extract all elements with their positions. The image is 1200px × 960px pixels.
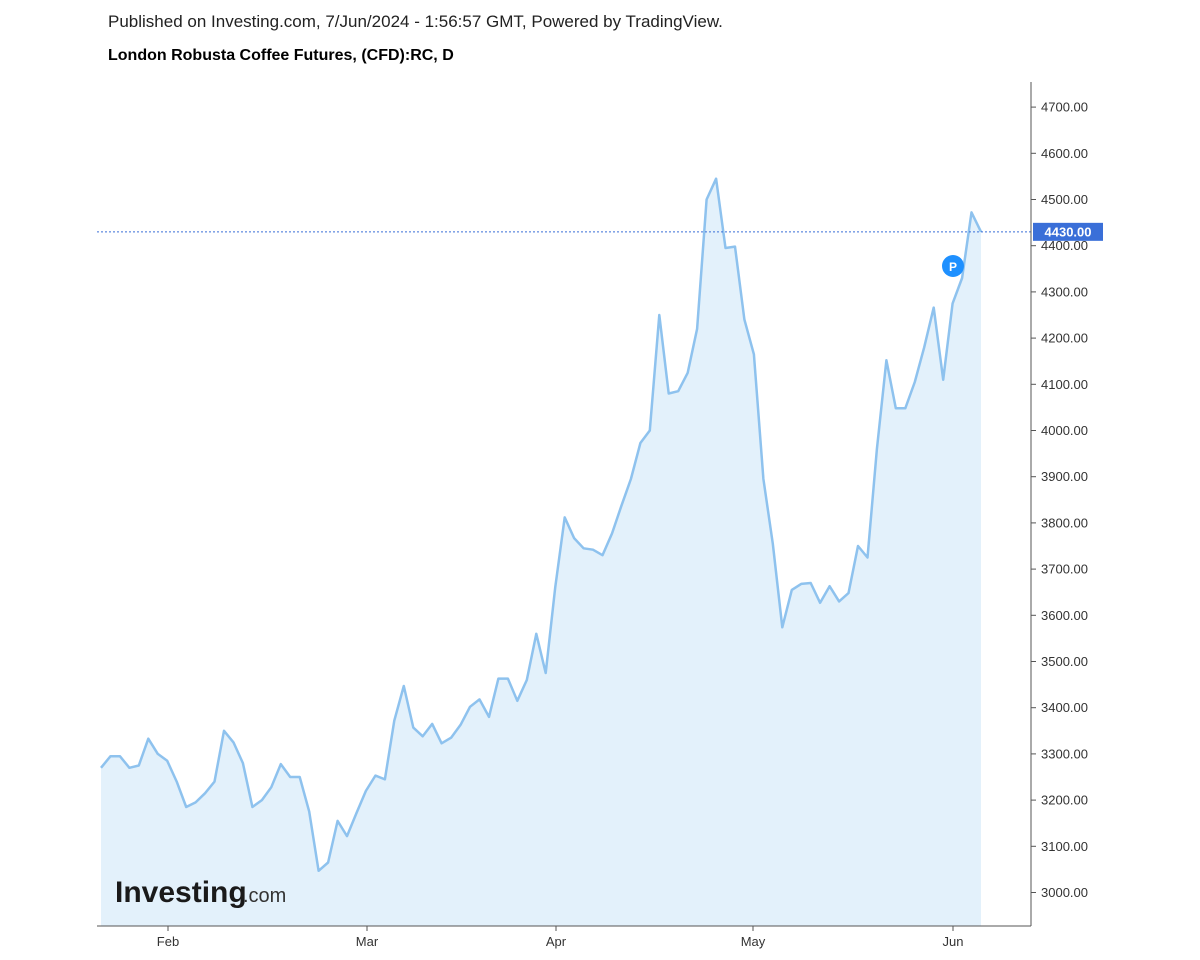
y-tick-label: 4100.00 bbox=[1041, 377, 1088, 392]
y-tick-label: 4400.00 bbox=[1041, 238, 1088, 253]
last-price-label: 4430.00 bbox=[1045, 224, 1092, 239]
y-tick-label: 3100.00 bbox=[1041, 839, 1088, 854]
last-price-tag: 4430.00 bbox=[1033, 222, 1103, 241]
x-tick-label: Apr bbox=[546, 934, 567, 949]
y-tick-label: 4000.00 bbox=[1041, 423, 1088, 438]
y-tick-label: 3400.00 bbox=[1041, 700, 1088, 715]
y-tick-label: 3700.00 bbox=[1041, 562, 1088, 577]
event-marker-circle[interactable] bbox=[942, 255, 964, 277]
y-tick-label: 3300.00 bbox=[1041, 746, 1088, 761]
published-note: Published on Investing.com, 7/Jun/2024 -… bbox=[108, 12, 723, 31]
logo-suffix: .com bbox=[243, 885, 286, 907]
logo-text: Investing bbox=[115, 876, 247, 909]
event-marker[interactable]: P bbox=[942, 255, 964, 277]
event-marker-label: P bbox=[949, 260, 957, 274]
y-tick-label: 4500.00 bbox=[1041, 192, 1088, 207]
x-tick-label: Jun bbox=[943, 934, 964, 949]
y-tick-label: 4600.00 bbox=[1041, 146, 1088, 161]
y-tick-label: 3600.00 bbox=[1041, 608, 1088, 623]
y-tick-label: 4300.00 bbox=[1041, 284, 1088, 299]
y-tick-label: 3200.00 bbox=[1041, 793, 1088, 808]
y-tick-label: 3800.00 bbox=[1041, 515, 1088, 530]
y-tick-label: 3000.00 bbox=[1041, 885, 1088, 900]
x-tick-label: May bbox=[741, 934, 766, 949]
last-price-tag-background bbox=[1033, 222, 1103, 241]
x-tick-label: Feb bbox=[157, 934, 179, 949]
plot-area bbox=[97, 177, 1031, 926]
x-tick-label: Mar bbox=[356, 934, 379, 949]
investing-logo: Investing .com bbox=[115, 876, 286, 909]
price-line bbox=[100, 177, 983, 873]
price-area bbox=[101, 178, 981, 926]
chart-title: London Robusta Coffee Futures, (CFD):RC,… bbox=[108, 47, 454, 64]
y-tick-label: 4200.00 bbox=[1041, 331, 1088, 346]
x-axis: Feb Mar Apr May Jun bbox=[97, 925, 1031, 949]
y-tick-label: 4700.00 bbox=[1041, 100, 1088, 115]
y-tick-label: 3900.00 bbox=[1041, 469, 1088, 484]
y-axis: 3000.00 3100.00 3200.00 3300.00 3400.00 3500.… bbox=[1030, 82, 1088, 926]
y-tick-label: 3500.00 bbox=[1041, 654, 1088, 669]
